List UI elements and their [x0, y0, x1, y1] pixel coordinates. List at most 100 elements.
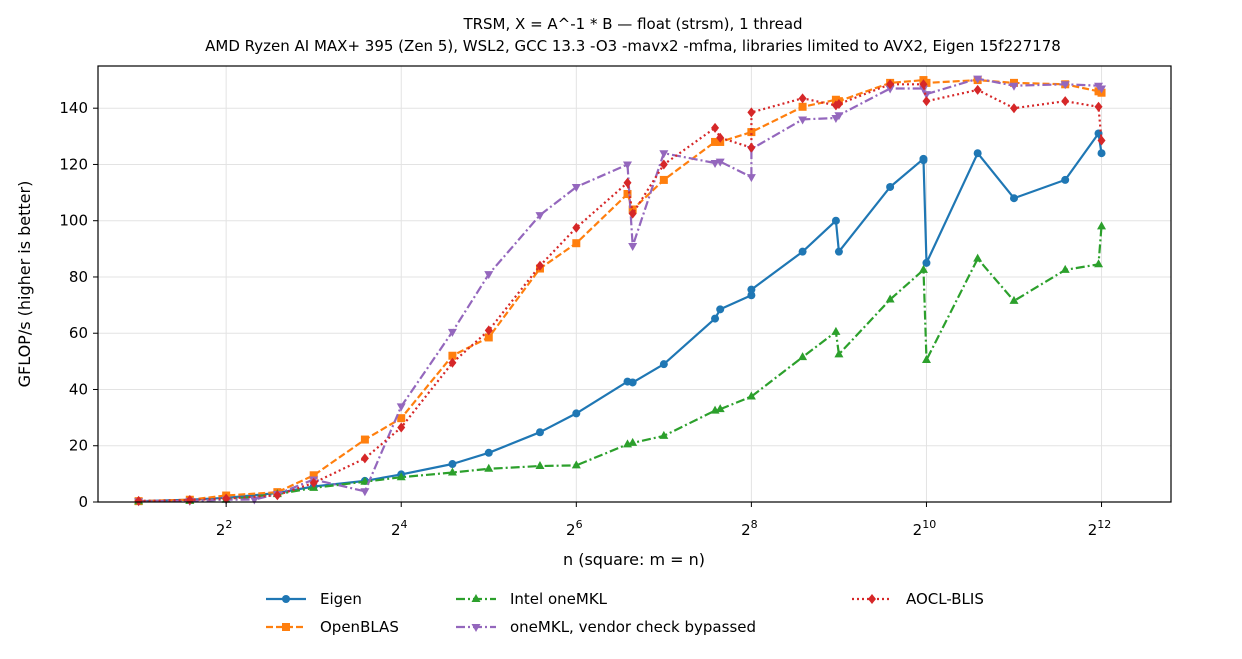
series-line	[138, 226, 1103, 503]
data-point	[396, 403, 406, 412]
data-point	[535, 428, 544, 437]
data-point	[1097, 135, 1106, 146]
data-point	[484, 463, 494, 472]
x-tick-label: 22	[216, 518, 233, 539]
data-point	[973, 253, 983, 262]
data-point	[628, 243, 638, 252]
x-axis-label: n (square: m = n)	[563, 550, 705, 569]
data-point	[1061, 175, 1070, 184]
legend-label: AOCL-BLIS	[906, 590, 984, 608]
data-point	[628, 378, 637, 387]
data-point	[834, 112, 844, 121]
data-point	[710, 160, 720, 169]
y-axis: 0 20 40 60 80 100 120 140	[59, 99, 98, 511]
data-point	[1097, 149, 1106, 158]
legend-marker	[471, 624, 481, 632]
data-point	[484, 448, 493, 457]
data-point	[922, 96, 931, 107]
legend: Eigen OpenBLAS Intel oneMKL oneMKL, vendor …	[266, 590, 984, 636]
data-point	[716, 305, 725, 314]
data-point	[919, 79, 928, 90]
data-point	[1009, 103, 1018, 114]
data-point	[919, 156, 928, 165]
x-tick-label: 212	[1088, 518, 1112, 539]
data-point	[572, 222, 581, 233]
data-point	[571, 460, 581, 469]
data-point	[659, 430, 669, 439]
data-point	[571, 183, 581, 192]
series-line	[138, 83, 1103, 502]
series-openblas	[134, 76, 1106, 506]
data-point	[711, 314, 720, 323]
data-point	[572, 239, 581, 248]
data-point	[484, 271, 494, 280]
data-point	[309, 477, 318, 488]
data-point	[360, 488, 370, 497]
legend-item: AOCL-BLIS	[852, 590, 984, 608]
data-point	[623, 177, 632, 188]
data-point	[885, 85, 895, 94]
y-tick-label: 40	[69, 380, 88, 398]
data-point	[831, 326, 841, 335]
data-point	[1060, 264, 1070, 273]
data-point	[747, 107, 756, 118]
data-point	[484, 325, 493, 336]
data-point	[922, 78, 931, 87]
data-point	[715, 404, 725, 413]
data-point	[628, 437, 638, 446]
data-point	[659, 175, 668, 184]
data-point	[747, 142, 756, 153]
legend-item: oneMKL, vendor check bypassed	[456, 618, 756, 636]
legend-label: OpenBLAS	[320, 618, 399, 636]
data-point	[448, 351, 457, 360]
data-point	[1097, 85, 1107, 94]
data-point	[1060, 81, 1070, 90]
legend-label: oneMKL, vendor check bypassed	[510, 618, 756, 636]
series-onemkl-vendor-check-bypassed	[134, 75, 1107, 507]
y-tick-label: 100	[59, 212, 88, 230]
data-point	[973, 84, 982, 95]
data-point	[273, 490, 282, 501]
data-point	[360, 435, 369, 444]
data-point	[360, 476, 370, 485]
legend-marker	[471, 594, 481, 602]
data-point	[973, 149, 982, 158]
data-point	[834, 349, 844, 358]
data-point	[1009, 82, 1019, 91]
data-point	[1009, 194, 1018, 203]
data-point	[623, 161, 633, 170]
x-tick-label: 26	[566, 518, 583, 539]
data-point	[747, 291, 756, 300]
data-point	[628, 208, 637, 219]
series-intel-onemkl	[134, 221, 1107, 505]
series-layer	[134, 75, 1107, 507]
data-point	[623, 189, 632, 198]
data-point	[535, 212, 545, 221]
data-point	[716, 132, 725, 143]
data-point	[798, 247, 807, 256]
data-point	[711, 137, 720, 146]
y-tick-label: 20	[69, 437, 88, 455]
data-point	[834, 247, 843, 256]
data-point	[448, 460, 457, 469]
data-point	[921, 354, 931, 363]
data-point	[1009, 295, 1019, 304]
data-point	[798, 352, 808, 361]
legend-marker	[868, 594, 876, 604]
x-tick-label: 24	[391, 518, 408, 539]
data-point	[886, 182, 895, 191]
data-point	[222, 493, 231, 504]
legend-label: Intel oneMKL	[510, 590, 608, 608]
y-tick-label: 80	[69, 268, 88, 286]
legend-item: Eigen	[266, 590, 362, 608]
data-point	[396, 472, 406, 481]
data-point	[922, 258, 931, 267]
data-point	[746, 174, 756, 183]
y-tick-label: 120	[59, 155, 88, 173]
data-point	[484, 333, 493, 342]
data-point	[885, 294, 895, 303]
data-point	[798, 93, 807, 104]
data-point	[1097, 221, 1107, 230]
y-tick-label: 60	[69, 324, 88, 342]
